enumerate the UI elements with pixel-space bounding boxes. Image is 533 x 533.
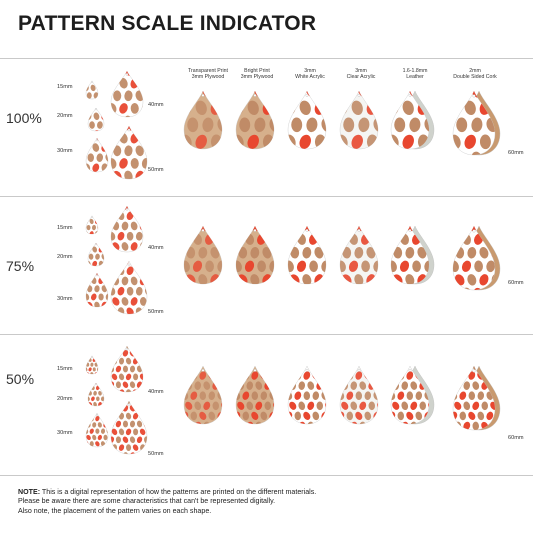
sample-cork — [452, 225, 501, 291]
sample-leather — [390, 225, 435, 285]
sample-white-acrylic — [287, 365, 327, 425]
sample-transparent-plywood — [183, 90, 223, 150]
sample-white-acrylic — [287, 90, 327, 150]
sample-cork — [452, 365, 501, 431]
sample-15mm — [85, 80, 99, 100]
sample-transparent-plywood — [183, 225, 223, 285]
column-header-leather: 1.6-1.8mm Leather — [380, 68, 450, 81]
footnote: NOTE: This is a digital representation o… — [18, 488, 316, 516]
sample-white-acrylic — [287, 225, 327, 285]
size-label-60mm: 60mm — [508, 150, 524, 156]
column-header-line2: Double Sided Cork — [453, 74, 497, 81]
column-header-line1: 3mm — [355, 68, 367, 74]
sample-20mm — [87, 242, 105, 267]
size-label-20mm: 20mm — [57, 254, 73, 260]
size-label-20mm: 20mm — [57, 113, 73, 119]
sample-50mm — [110, 400, 148, 455]
sample-clear-acrylic — [339, 90, 379, 150]
size-label-40mm: 40mm — [148, 245, 164, 251]
column-header-white-acrylic: 3mm White Acrylic — [275, 68, 345, 81]
sample-bright-plywood — [235, 225, 275, 285]
sample-40mm — [110, 345, 144, 393]
size-label-30mm: 30mm — [57, 430, 73, 436]
column-header-line2: Leather — [406, 74, 424, 81]
column-header-line2: 3mm Plywood — [191, 74, 225, 81]
size-label-30mm: 30mm — [57, 296, 73, 302]
divider — [0, 196, 533, 197]
column-header-line2: 3mm Plywood — [240, 74, 274, 81]
column-header-transparent-plywood: Transparent Print 3mm Plywood — [173, 68, 243, 81]
sample-40mm — [110, 70, 144, 118]
scale-label-100: 100% — [6, 110, 42, 126]
sample-40mm — [110, 205, 144, 253]
sample-bright-plywood — [235, 90, 275, 150]
scale-label-50: 50% — [6, 371, 35, 387]
note-line2: Please be aware there are some character… — [18, 497, 276, 506]
scale-label-75: 75% — [6, 258, 35, 274]
size-label-40mm: 40mm — [148, 102, 164, 108]
note-line3: Also note, the placement of the pattern … — [18, 506, 212, 515]
size-label-15mm: 15mm — [57, 84, 73, 90]
column-header-line1: Transparent Print — [188, 68, 228, 74]
column-header-bright-plywood: Bright Print 3mm Plywood — [222, 68, 292, 81]
column-header-cork: 2mm Double Sided Cork — [440, 68, 510, 81]
divider — [0, 475, 533, 476]
sample-30mm — [85, 137, 109, 173]
size-label-50mm: 50mm — [148, 309, 164, 315]
note-prefix: NOTE: — [18, 488, 41, 496]
sample-leather — [390, 90, 435, 150]
divider — [0, 58, 533, 59]
sample-50mm — [110, 125, 148, 180]
size-label-20mm: 20mm — [57, 396, 73, 402]
sample-15mm — [85, 215, 99, 235]
size-label-50mm: 50mm — [148, 451, 164, 457]
page-title: PATTERN SCALE INDICATOR — [18, 12, 317, 35]
sample-30mm — [85, 412, 109, 448]
sample-50mm — [110, 260, 148, 315]
size-label-40mm: 40mm — [148, 389, 164, 395]
divider — [0, 334, 533, 335]
sample-bright-plywood — [235, 365, 275, 425]
sample-leather — [390, 365, 435, 425]
sample-20mm — [87, 382, 105, 407]
sample-cork — [452, 90, 501, 156]
size-label-30mm: 30mm — [57, 148, 73, 154]
note-line1: This is a digital representation of how … — [40, 488, 317, 496]
column-header-line1: Bright Print — [244, 68, 270, 74]
column-header-line1: 2mm — [469, 68, 481, 74]
sample-15mm — [85, 355, 99, 375]
size-label-60mm: 60mm — [508, 280, 524, 286]
sample-transparent-plywood — [183, 365, 223, 425]
column-header-clear-acrylic: 3mm Clear Acrylic — [326, 68, 396, 81]
size-label-50mm: 50mm — [148, 167, 164, 173]
sample-clear-acrylic — [339, 365, 379, 425]
column-header-line1: 1.6-1.8mm — [402, 68, 428, 74]
column-header-line2: Clear Acrylic — [346, 74, 376, 81]
sample-20mm — [87, 107, 105, 132]
size-label-60mm: 60mm — [508, 435, 524, 441]
column-header-line2: White Acrylic — [295, 74, 325, 81]
sample-30mm — [85, 272, 109, 308]
column-header-line1: 3mm — [304, 68, 316, 74]
sample-clear-acrylic — [339, 225, 379, 285]
size-label-15mm: 15mm — [57, 225, 73, 231]
size-label-15mm: 15mm — [57, 366, 73, 372]
